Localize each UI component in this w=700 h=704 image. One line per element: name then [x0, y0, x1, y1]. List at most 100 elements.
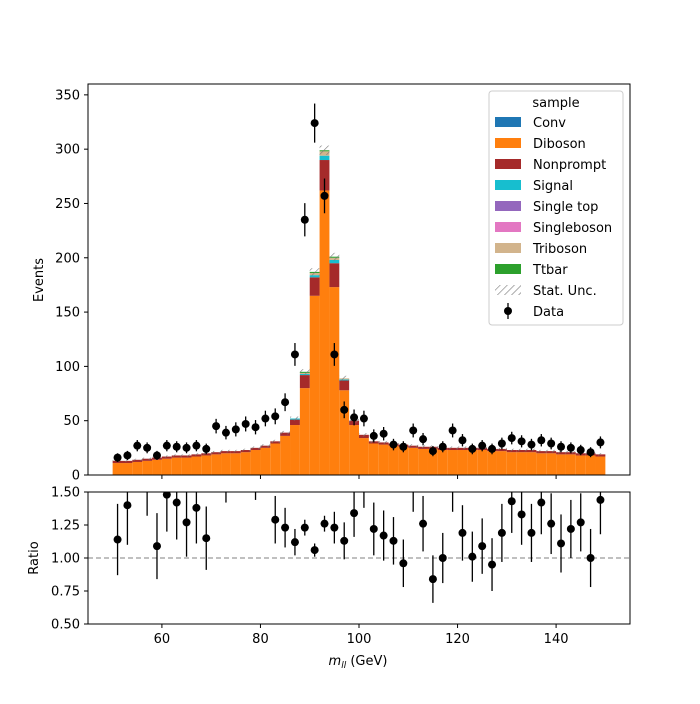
data-point: [162, 441, 171, 450]
legend: sample Conv Diboson Nonprompt Signal Single …: [488, 90, 624, 326]
stat-unc-band: [595, 453, 606, 456]
stat-unc-band: [546, 449, 557, 453]
data-point: [212, 422, 221, 431]
y-axis-label-ratio: Ratio: [27, 541, 42, 574]
ratio-point: [202, 534, 211, 543]
stat-unc-band: [270, 439, 281, 443]
legend-swatch-stat-unc: [495, 285, 521, 295]
y-tick-label: 200: [55, 251, 80, 266]
stat-unc-band: [309, 268, 320, 276]
y-tick-label: 300: [55, 143, 80, 158]
stat-unc-band: [516, 448, 527, 452]
data-point: [507, 434, 516, 443]
legend-box: [488, 90, 624, 326]
data-point: [123, 451, 132, 460]
data-point: [399, 442, 408, 451]
bar-diboson: [427, 448, 438, 475]
ratio-point: [290, 538, 299, 547]
data-point: [251, 423, 260, 432]
ratio-point: [458, 528, 467, 537]
stat-unc-band: [447, 446, 458, 450]
bar-diboson: [221, 453, 231, 475]
data-point: [596, 438, 605, 447]
ratio-point: [300, 523, 309, 532]
bar-diboson: [319, 190, 330, 475]
ratio-y-tick-label: 1.50: [51, 486, 80, 501]
data-point: [517, 437, 526, 446]
ratio-point: [162, 492, 171, 499]
data-point: [172, 442, 181, 451]
bar-diboson: [280, 435, 291, 475]
stat-unc-band: [329, 252, 340, 261]
legend-swatch-nonprompt: [495, 159, 521, 169]
y-tick-label: 100: [55, 360, 80, 375]
data-point: [458, 436, 467, 445]
x-tick-label: 60: [154, 632, 171, 647]
bar-nonprompt: [299, 375, 310, 389]
data-point: [152, 451, 161, 460]
ratio-point: [586, 554, 595, 562]
ratio-point: [507, 497, 516, 506]
bar-diboson: [201, 455, 212, 475]
legend-title: sample: [532, 96, 579, 111]
legend-label: Conv: [533, 116, 566, 131]
bar-diboson: [477, 450, 488, 475]
data-point: [537, 436, 546, 445]
bar-diboson: [447, 450, 458, 475]
ratio-y-tick-label: 1.00: [51, 552, 80, 567]
data-point: [428, 447, 437, 456]
stat-unc-band: [536, 449, 547, 453]
stat-unc-band: [260, 444, 271, 448]
bar-diboson: [230, 453, 241, 475]
ratio-y-tick-label: 0.50: [51, 618, 80, 633]
ratio-point: [557, 539, 566, 548]
ratio-point: [547, 519, 556, 528]
data-point: [241, 419, 250, 428]
data-point: [369, 431, 378, 440]
stat-unc-band: [408, 444, 419, 448]
data-point: [547, 439, 556, 448]
bar-diboson: [309, 295, 320, 475]
ratio-point: [310, 546, 319, 555]
legend-label: Ttbar: [532, 263, 568, 278]
bar-diboson: [152, 459, 162, 475]
data-point: [320, 191, 329, 200]
legend-swatch-diboson: [495, 138, 521, 148]
data-point: [133, 441, 142, 450]
ratio-point: [399, 559, 408, 568]
data-point: [182, 443, 191, 452]
ratio-point: [468, 552, 477, 561]
ratio-point: [113, 535, 122, 544]
stat-unc-band: [378, 440, 389, 444]
stat-unc-band: [339, 375, 350, 381]
legend-label: Nonprompt: [533, 158, 606, 173]
ratio-panel: 0.50 0.75 1.00 1.25 1.50 60 80 100 120 140 Ratio…: [27, 486, 631, 671]
legend-label: Data: [533, 305, 564, 320]
x-tick-label: 120: [445, 632, 470, 647]
data-point: [586, 448, 595, 457]
stat-unc-band: [211, 450, 222, 454]
x-tick-label: 80: [252, 632, 269, 647]
bar-diboson: [378, 444, 389, 475]
y-tick-label: 250: [55, 197, 80, 212]
ratio-point: [281, 523, 290, 532]
data-point: [143, 443, 152, 452]
ratio-point: [576, 518, 585, 527]
ratio-point: [271, 515, 280, 524]
data-point: [438, 442, 447, 451]
legend-label: Singleboson: [533, 221, 612, 236]
bar-diboson: [487, 451, 497, 475]
stat-unc-band: [142, 457, 153, 460]
bar-diboson: [496, 451, 507, 475]
bar-diboson: [595, 456, 606, 475]
data-point: [221, 428, 230, 437]
x-tick-label: 100: [347, 632, 372, 647]
legend-label: Diboson: [533, 137, 586, 152]
ratio-point: [172, 498, 181, 507]
stat-unc-band: [359, 433, 369, 437]
ratio-point: [340, 536, 349, 545]
ratio-point: [566, 524, 575, 533]
bar-diboson: [418, 448, 428, 475]
bar-nonprompt: [290, 419, 300, 426]
bar-signal: [319, 155, 330, 161]
